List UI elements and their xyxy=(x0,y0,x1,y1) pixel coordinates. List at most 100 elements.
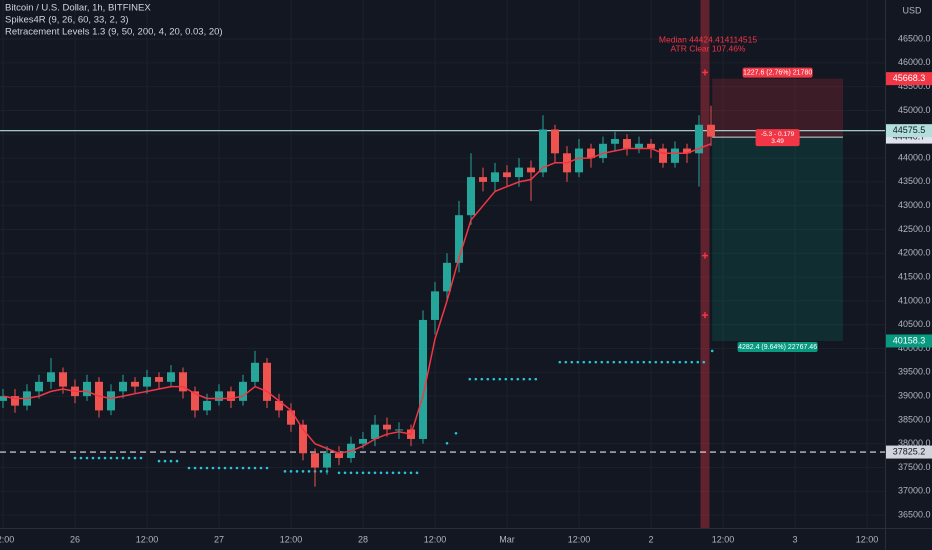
target-label-box xyxy=(737,341,818,352)
level-dot xyxy=(636,360,640,364)
level-dot xyxy=(385,471,389,475)
entry-label: 3.49 xyxy=(771,138,784,145)
candle-body xyxy=(287,410,295,425)
level-dot xyxy=(468,377,472,381)
level-dot xyxy=(283,470,287,473)
candle-body xyxy=(707,124,715,137)
level-dot xyxy=(139,456,143,460)
level-dot xyxy=(343,471,347,475)
y-tick-label: 40500.0 xyxy=(898,319,931,329)
position-stop-zone xyxy=(712,78,843,138)
level-dot xyxy=(570,360,574,364)
level-dot xyxy=(696,360,700,364)
candle-body xyxy=(0,396,7,401)
level-dot xyxy=(127,456,131,460)
level-dot xyxy=(702,360,706,364)
x-tick-label: 12:00 xyxy=(424,534,447,544)
price-box xyxy=(886,124,932,138)
candle-body xyxy=(611,139,619,144)
x-tick-label: 12:00 xyxy=(0,534,14,544)
candle-body xyxy=(227,391,235,401)
price-box xyxy=(886,72,932,86)
y-tick-label: 43000.0 xyxy=(898,200,931,210)
level-dot xyxy=(73,456,77,460)
level-dot xyxy=(337,471,341,475)
y-tick-label: 39000.0 xyxy=(898,390,931,400)
level-dot xyxy=(558,360,562,364)
candle-body xyxy=(647,143,655,149)
candle-body xyxy=(467,177,475,216)
candle-body xyxy=(419,319,427,439)
level-dot xyxy=(594,360,598,364)
candle-body xyxy=(683,148,691,154)
candle-body xyxy=(371,424,379,439)
level-dot xyxy=(247,466,251,470)
candle-body xyxy=(395,429,403,431)
level-dot xyxy=(187,466,191,470)
candle-body xyxy=(323,453,331,468)
level-dot xyxy=(678,360,682,364)
y-tick-label: 41000.0 xyxy=(898,295,931,305)
price-box-label: 40158.3 xyxy=(893,335,926,345)
level-dot xyxy=(528,377,532,381)
level-dot xyxy=(193,466,197,470)
candle-body xyxy=(251,362,259,382)
x-tick-label: 28 xyxy=(358,534,368,544)
x-tick-label: 3 xyxy=(792,534,797,544)
x-tick-label: 26 xyxy=(70,534,80,544)
level-dot xyxy=(582,360,586,364)
x-tick-label: 2 xyxy=(648,534,653,544)
level-dot xyxy=(205,466,209,470)
currency-label: USD xyxy=(902,5,922,15)
level-dot xyxy=(229,466,233,470)
level-dot xyxy=(391,471,395,475)
candle-body xyxy=(119,381,127,392)
indicator-legend[interactable]: Retracement Levels 1.3 (9, 50, 200, 4, 2… xyxy=(5,27,223,38)
entry-label-box xyxy=(755,129,800,147)
level-dot xyxy=(97,456,101,460)
y-tick-label: 39500.0 xyxy=(898,367,931,377)
candle-body xyxy=(503,172,511,178)
level-dot xyxy=(516,377,520,381)
level-dot xyxy=(403,471,407,475)
level-dot xyxy=(307,470,311,473)
candle-body xyxy=(539,129,547,173)
level-dot xyxy=(409,471,413,475)
level-dot xyxy=(588,360,592,364)
y-tick-label: 42500.0 xyxy=(898,224,931,234)
candle-body xyxy=(551,129,559,154)
level-dot xyxy=(654,360,658,364)
candle-body xyxy=(359,438,367,444)
candle-body xyxy=(59,372,67,387)
level-dot xyxy=(235,466,239,470)
entry-label: -5.3 - 0.179 xyxy=(761,131,795,138)
candle-body xyxy=(155,377,163,382)
candle-body xyxy=(203,400,211,411)
candle-body xyxy=(575,148,583,173)
level-dot xyxy=(85,456,89,460)
level-dot xyxy=(710,349,714,353)
indicator-line xyxy=(2,143,712,455)
level-dot xyxy=(265,466,269,470)
level-dot xyxy=(103,456,107,460)
indicator-legend[interactable]: Spikes4R (9, 26, 60, 33, 2, 3) xyxy=(5,15,129,26)
level-dot xyxy=(373,471,377,475)
candle-body xyxy=(215,391,223,401)
level-dot xyxy=(498,377,502,381)
spike-marker xyxy=(702,69,708,76)
level-dot xyxy=(349,471,353,475)
level-dot xyxy=(624,360,628,364)
level-dot xyxy=(492,377,496,381)
candle-body xyxy=(191,391,199,411)
candle-body xyxy=(443,262,451,292)
y-tick-label: 45500.0 xyxy=(898,81,931,91)
x-tick-label: 27 xyxy=(214,534,224,544)
level-dot xyxy=(642,360,646,364)
stop-label: 1227.6 (2.76%) 21780 xyxy=(743,69,812,76)
candle-body xyxy=(35,381,43,392)
level-dot xyxy=(301,470,305,473)
candle-body xyxy=(107,391,115,411)
y-tick-label: 44000.0 xyxy=(898,152,931,162)
level-dot xyxy=(211,466,215,470)
candle-body xyxy=(515,167,523,178)
